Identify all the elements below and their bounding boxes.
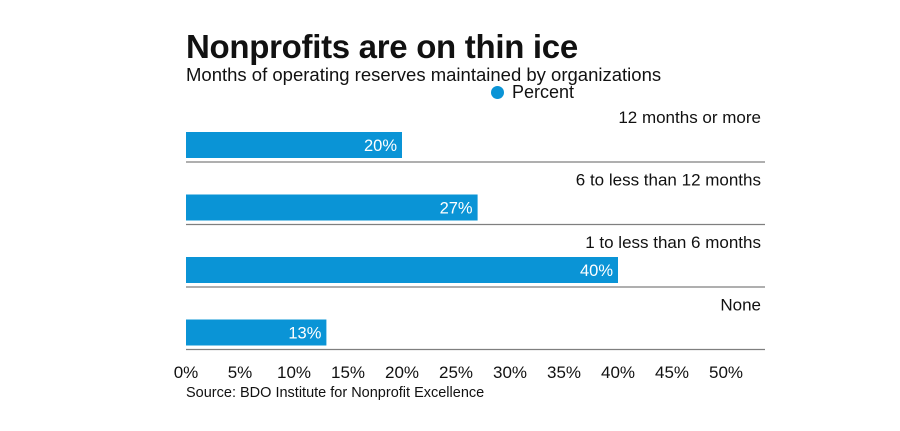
legend-marker-icon — [491, 86, 504, 99]
chart-title: Nonprofits are on thin ice — [186, 28, 578, 65]
x-tick-label: 0% — [174, 363, 199, 382]
bar — [186, 257, 618, 283]
bar-value-label: 27% — [440, 200, 473, 218]
bar — [186, 319, 327, 346]
bar-value-label: 40% — [580, 262, 613, 280]
bar-value-label: 20% — [364, 137, 397, 155]
x-tick-label: 20% — [385, 363, 419, 382]
category-label: None — [720, 296, 761, 315]
bar — [186, 194, 478, 221]
category-label: 6 to less than 12 months — [576, 171, 761, 190]
category-label: 1 to less than 6 months — [585, 233, 761, 252]
x-tick-label: 40% — [601, 363, 635, 382]
legend: Percent — [491, 82, 574, 103]
legend-label: Percent — [512, 82, 575, 102]
x-tick-label: 15% — [331, 363, 365, 382]
bar — [186, 132, 402, 158]
x-tick-label: 10% — [277, 363, 311, 382]
bar-value-label: 13% — [288, 325, 321, 343]
x-tick-label: 45% — [655, 363, 689, 382]
x-tick-label: 35% — [547, 363, 581, 382]
chart-subtitle: Months of operating reserves maintained … — [186, 64, 662, 85]
category-label: 12 months or more — [618, 108, 761, 127]
source-note: Source: BDO Institute for Nonprofit Exce… — [186, 385, 485, 401]
x-tick-label: 5% — [228, 363, 253, 382]
x-tick-label: 30% — [493, 363, 527, 382]
x-tick-label: 50% — [709, 363, 743, 382]
x-tick-label: 25% — [439, 363, 473, 382]
